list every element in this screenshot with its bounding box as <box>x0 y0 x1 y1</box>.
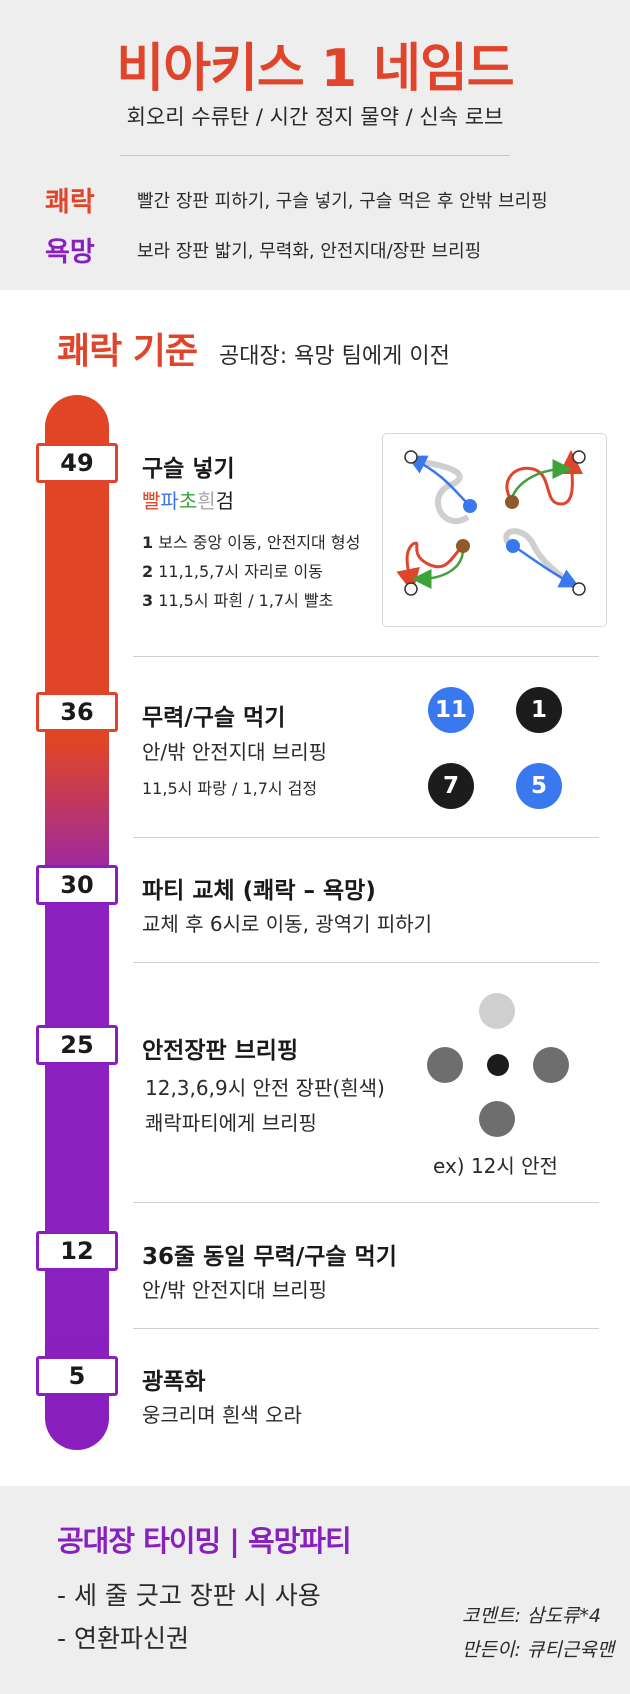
orb-path-diagram <box>382 433 607 627</box>
header-row-pleasure: 쾌락 빨간 장판 피하기, 구슬 넣기, 구슬 먹은 후 안밖 브리핑 <box>45 180 548 219</box>
step-number: 1 <box>142 533 154 552</box>
color-word-green: 초 <box>178 489 198 513</box>
footer-title: 공대장 타이밍 | 욕망파티 <box>57 1524 352 1558</box>
hp-badge-5: 5 <box>36 1356 118 1396</box>
orb-blue <box>506 539 520 553</box>
orb-blue <box>463 499 477 513</box>
item-49-step-1: 1 보스 중앙 이동, 안전지대 형성 <box>142 529 360 553</box>
hp-badge-36: 36 <box>36 692 118 732</box>
item-25-line-1: 12,3,6,9시 안전 장판(흰색) <box>145 1076 385 1100</box>
corner-marker <box>404 582 418 596</box>
section-note: 공대장: 욕망 팀에게 이전 <box>219 344 450 369</box>
footer-panel <box>0 1486 630 1694</box>
credit-comment: 코멘트: 삼도류*4 <box>462 1605 601 1627</box>
position-circle-5: 5 <box>516 763 562 809</box>
footer-line-1: - 세 줄 긋고 장판 시 사용 <box>57 1581 321 1610</box>
item-36-title: 무력/구슬 먹기 <box>142 705 286 731</box>
item-5-line: 웅크리며 흰색 오라 <box>142 1403 302 1427</box>
item-25-line-2: 쾌락파티에게 브리핑 <box>145 1111 317 1135</box>
tag-pleasure: 쾌락 <box>45 187 95 218</box>
color-word-red: 빨 <box>142 489 161 513</box>
position-circle-7: 7 <box>428 763 474 809</box>
orb-mixed <box>456 539 470 553</box>
zone-9 <box>427 1047 463 1083</box>
item-49-step-2: 2 11,1,5,7시 자리로 이동 <box>142 558 323 582</box>
position-circle-1: 1 <box>516 687 562 733</box>
step-text: 보스 중앙 이동, 안전지대 형성 <box>158 533 361 552</box>
page-subtitle: 회오리 수류탄 / 시간 정지 물약 / 신속 로브 <box>126 105 504 129</box>
footer-line-2: - 연환파신권 <box>57 1624 189 1653</box>
step-number: 2 <box>142 562 154 581</box>
zone-6 <box>479 1101 515 1137</box>
page-title: 비아키스 1 네임드 <box>116 39 514 99</box>
section-divider <box>133 1328 599 1329</box>
header-divider <box>120 155 510 156</box>
orb-path-svg <box>396 450 586 596</box>
step-number: 3 <box>142 591 154 610</box>
color-word-white: 흰 <box>197 489 216 513</box>
item-49-color-order: 빨파초흰검 <box>142 485 234 514</box>
corner-marker <box>404 450 418 464</box>
hp-badge-30: 30 <box>36 865 118 905</box>
item-25-title: 안전장판 브리핑 <box>142 1038 299 1064</box>
section-divider <box>133 962 599 963</box>
timeline-bar <box>45 395 109 1450</box>
color-word-blue: 파 <box>160 489 179 513</box>
corner-marker <box>572 582 586 596</box>
header-panel <box>0 0 630 290</box>
item-49-title: 구슬 넣기 <box>142 456 235 482</box>
item-12-line: 안/밖 안전지대 브리핑 <box>142 1278 328 1302</box>
hp-badge-49: 49 <box>36 443 118 483</box>
item-5-title: 광폭화 <box>142 1369 206 1395</box>
section-divider <box>133 656 599 657</box>
section-title: 쾌락 기준 <box>57 331 198 372</box>
item-30-title: 파티 교체 (쾌락 – 욕망) <box>142 878 376 904</box>
section-divider <box>133 1202 599 1203</box>
item-49-step-3: 3 11,5시 파흰 / 1,7시 빨초 <box>142 587 333 611</box>
safe-zone-12 <box>479 993 515 1029</box>
tag-desire: 욕망 <box>45 237 95 268</box>
position-circle-11: 11 <box>428 687 474 733</box>
header-row-desire: 욕망 보라 장판 밟기, 무력화, 안전지대/장판 브리핑 <box>45 230 481 269</box>
item-30-line: 교체 후 6시로 이동, 광역기 피하기 <box>142 912 433 936</box>
section-heading: 쾌락 기준 공대장: 욕망 팀에게 이전 <box>57 322 450 374</box>
tag-pleasure-desc: 빨간 장판 피하기, 구슬 넣기, 구슬 먹은 후 안밖 브리핑 <box>137 190 548 212</box>
step-text: 11,1,5,7시 자리로 이동 <box>158 562 323 581</box>
credit-author: 만든이: 큐티근육맨 <box>462 1639 615 1661</box>
orb-mixed <box>505 495 519 509</box>
item-12-title: 36줄 동일 무력/구슬 먹기 <box>142 1244 397 1270</box>
color-word-black: 검 <box>215 489 235 513</box>
item-36-note: 11,5시 파랑 / 1,7시 검정 <box>142 779 318 798</box>
section-divider <box>133 837 599 838</box>
tag-desire-desc: 보라 장판 밟기, 무력화, 안전지대/장판 브리핑 <box>137 240 482 262</box>
boss-center-dot <box>487 1054 509 1076</box>
step-text: 11,5시 파흰 / 1,7시 빨초 <box>158 591 334 610</box>
item-25-example-caption: ex) 12시 안전 <box>433 1154 558 1178</box>
hp-badge-12: 12 <box>36 1231 118 1271</box>
zone-3 <box>533 1047 569 1083</box>
corner-marker <box>572 450 586 464</box>
hp-badge-25: 25 <box>36 1025 118 1065</box>
item-36-line: 안/밖 안전지대 브리핑 <box>142 740 328 764</box>
